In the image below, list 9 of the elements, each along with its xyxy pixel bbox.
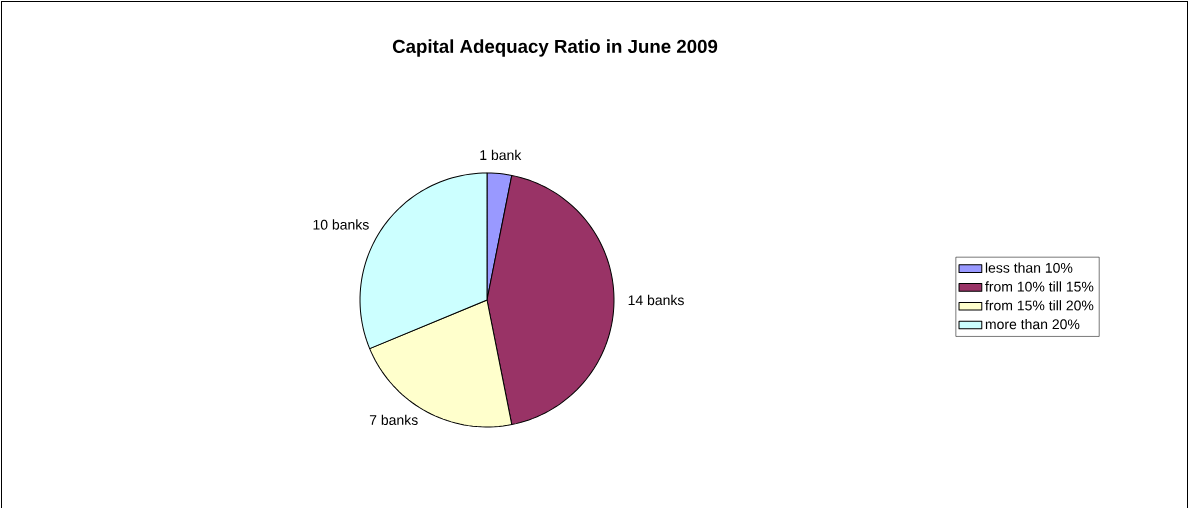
data-label: 7 banks	[369, 414, 418, 425]
legend-label: from 15% till 20%	[985, 300, 1094, 311]
legend-label: from 10% till 15%	[985, 281, 1094, 292]
data-label: 10 banks	[313, 219, 369, 230]
legend-label: more than 20%	[985, 318, 1080, 330]
chart-title: Capital Adequacy Ratio in June 2009	[392, 39, 718, 57]
data-label: 14 banks	[628, 294, 684, 306]
legend-label: less than 10%	[985, 262, 1073, 273]
data-label: 1 bank	[480, 149, 522, 161]
